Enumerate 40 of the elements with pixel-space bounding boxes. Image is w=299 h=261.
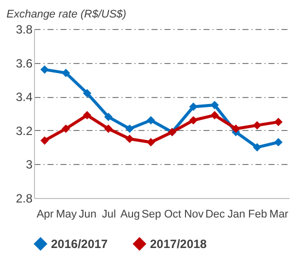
point [146,138,156,146]
point [104,124,113,133]
point [62,124,70,133]
point [274,138,283,146]
point [189,116,198,124]
y-tick-label: 3.8 [16,22,33,36]
point [125,124,134,133]
point [125,134,134,144]
x-tick-label: Jan [228,208,246,220]
y-tick-label: 3.6 [16,56,33,70]
point [82,111,92,120]
point [104,112,113,122]
x-tick-label: Sep [142,208,162,220]
x-tick-label: Jul [102,208,116,220]
y-axis-title: Exchange rate (R$/US$) [6,8,127,20]
point [146,116,156,124]
point [210,111,219,120]
y-tick-label: 2.8 [16,192,33,206]
point [252,121,262,130]
y-tick-label: 3 [26,158,33,172]
point [40,65,49,74]
x-tick-label: Nov [184,208,204,220]
legend-label: 2016/2017 [51,236,108,251]
x-tick-label: Oct [164,208,182,220]
point [82,89,92,98]
point [40,136,49,145]
x-tick-label: Feb [248,208,268,220]
x-tick-label: Apr [36,208,54,220]
x-tick-label: Aug [120,208,140,220]
point [232,124,240,133]
x-tick-label: Dec [205,208,226,220]
x-tick-label: Mar [269,208,289,220]
point [274,118,283,126]
legend-label: 2017/2018 [150,236,208,251]
x-tick-label: May [56,208,78,220]
y-tick-label: 3.2 [16,124,33,138]
point [252,143,262,152]
point [62,68,70,78]
y-tick-label: 3.4 [16,90,33,104]
x-tick-label: Jun [78,208,96,220]
